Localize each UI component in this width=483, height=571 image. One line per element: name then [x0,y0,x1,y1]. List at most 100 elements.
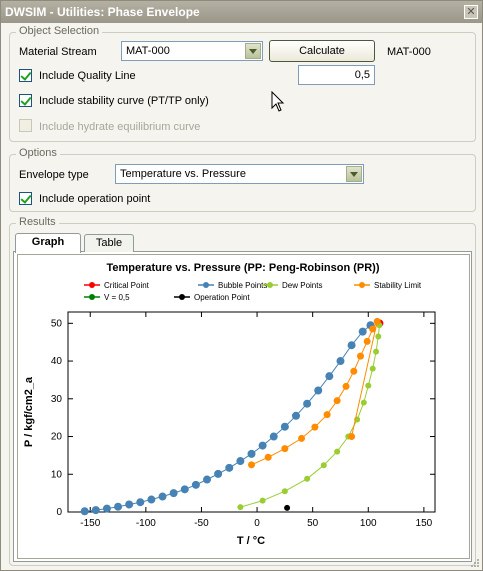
data-point [180,485,189,494]
y-tick-label: 10 [51,469,63,480]
data-point [102,504,111,513]
tab-table[interactable]: Table [84,234,134,252]
data-point [80,507,89,516]
y-tick-label: 50 [51,318,63,329]
data-point [269,432,278,441]
envelope-type-select[interactable]: Temperature vs. Pressure [115,164,364,184]
data-point [264,453,272,461]
data-point [203,475,212,484]
data-point [303,399,312,408]
data-point [304,475,311,482]
legend-label: Operation Point [194,293,250,302]
options-group: Options [9,147,476,212]
data-point [334,448,341,455]
operation-point-label: Include operation point [39,193,151,205]
x-tick-label: -150 [80,518,100,529]
plot-frame [67,311,436,513]
data-point [356,352,364,360]
hydrate-curve-checkbox [19,119,32,132]
data-point [247,449,256,458]
legend-marker [89,282,95,288]
data-point [281,488,288,495]
mouse-cursor-icon [271,91,285,112]
data-point [114,502,123,511]
results-legend: Results [16,216,59,228]
x-tick-label: -100 [136,518,156,529]
chevron-down-icon[interactable] [346,166,362,182]
x-tick-label: -50 [194,518,209,529]
graph-area[interactable]: Temperature vs. Pressure (PP: Peng-Robin… [17,254,470,559]
chart-title: Temperature vs. Pressure (PP: Peng-Robin… [106,262,379,274]
legend-marker [267,282,273,288]
data-point [291,411,300,420]
data-point [375,333,382,340]
data-point [325,372,334,381]
stability-curve-checkbox[interactable] [19,94,32,107]
object-selection-legend: Object Selection [16,25,103,37]
tab-graph[interactable]: Graph [15,233,81,253]
data-point [342,382,350,390]
data-point [169,489,178,498]
data-point [258,441,267,450]
data-point [336,357,345,366]
legend-label: Critical Point [104,281,150,290]
data-point [248,461,255,469]
data-point [358,327,367,336]
data-point [365,382,372,389]
phase-envelope-chart: Temperature vs. Pressure (PP: Peng-Robin… [23,262,436,547]
operation-point-checkbox[interactable] [19,192,32,205]
chevron-down-icon[interactable] [245,43,261,59]
stability-curve-label: Include stability curve (PT/TP only) [39,95,209,107]
resize-grip-icon[interactable] [470,558,480,568]
data-point [225,463,234,472]
data-point [350,367,358,375]
x-tick-label: 50 [307,518,319,529]
legend-marker [203,282,209,288]
data-point [347,341,356,350]
data-point [333,397,341,405]
envelope-type-value: Temperature vs. Pressure [120,168,246,180]
data-point [363,337,371,345]
data-point [214,469,223,478]
legend-marker [179,294,185,300]
data-point [373,348,380,355]
y-tick-label: 0 [56,507,62,518]
material-stream-value: MAT-000 [126,45,170,57]
data-point [147,495,156,504]
data-point [369,325,377,333]
data-point [236,457,245,466]
hydrate-curve-label: Include hydrate equilibrium curve [39,121,201,133]
legend-label: Stability Limit [374,281,422,290]
y-axis-label: P / kgf/cm2_a [23,376,35,447]
y-tick-label: 30 [51,394,63,405]
data-point [158,492,167,501]
options-legend: Options [16,147,60,159]
x-tick-label: 150 [416,518,433,529]
data-point [323,411,331,419]
data-point [125,500,134,509]
data-point [360,399,367,406]
data-point [369,365,376,372]
data-point [281,445,289,453]
data-point [91,506,100,515]
legend-label: Bubble Points [218,281,267,290]
material-stream-select[interactable]: MAT-000 [121,41,263,61]
legend-marker [89,294,95,300]
data-point [373,317,381,325]
quality-line-checkbox[interactable] [19,69,32,82]
series-line [251,321,378,466]
quality-line-label: Include Quality Line [39,70,136,82]
close-icon[interactable]: ✕ [464,5,478,19]
calculate-button[interactable]: Calculate [269,40,375,62]
x-axis-label: T / °C [237,535,265,547]
y-tick-label: 20 [51,432,63,443]
material-stream-label: Material Stream [19,46,97,58]
series-line [84,324,371,512]
x-tick-label: 100 [360,518,377,529]
data-point [136,498,145,507]
data-point [320,462,327,469]
data-point [314,386,323,395]
data-point [191,480,200,489]
quality-value-input[interactable]: 0,5 [298,65,375,85]
